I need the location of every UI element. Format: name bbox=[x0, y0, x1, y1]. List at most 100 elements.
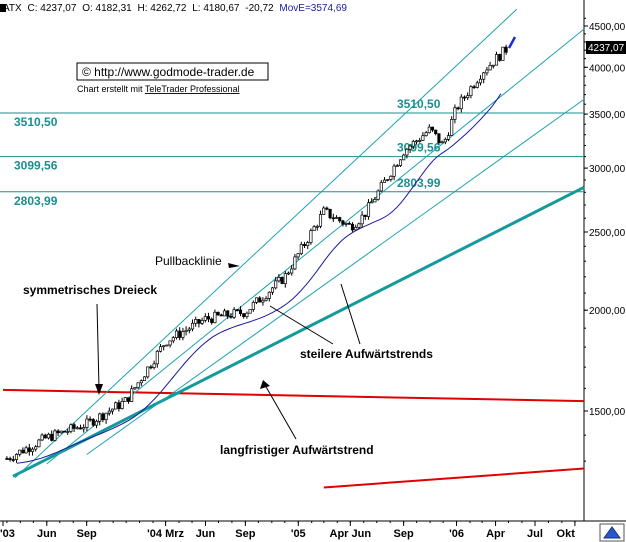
candle-body bbox=[66, 431, 70, 433]
chart-tool-icon[interactable] bbox=[599, 523, 625, 542]
candle-body bbox=[354, 226, 358, 231]
candle-body bbox=[440, 141, 444, 144]
header-change: -20,72 bbox=[245, 3, 274, 14]
candle-body bbox=[50, 433, 54, 441]
annotation-triangle: symmetrisches Dreieck bbox=[23, 283, 157, 297]
candle-body bbox=[459, 96, 463, 110]
y-tick-label: 3500,00 bbox=[589, 110, 626, 121]
candle-body bbox=[136, 382, 140, 388]
y-tick-label: 2500,00 bbox=[589, 228, 626, 239]
candle-body bbox=[414, 140, 419, 143]
long-term-uptrend-line bbox=[12, 185, 585, 478]
candle-body bbox=[504, 46, 508, 53]
candle-body bbox=[258, 297, 262, 303]
candle-body bbox=[254, 297, 259, 303]
header-moving-average: MovE=3574,69 bbox=[279, 3, 347, 14]
candle-body bbox=[296, 253, 300, 258]
candle-body bbox=[264, 298, 268, 301]
candle-body bbox=[382, 179, 387, 183]
candles bbox=[5, 36, 517, 463]
candle-body bbox=[184, 329, 188, 333]
y-tick-label: 1500,00 bbox=[589, 407, 626, 418]
candle-body bbox=[475, 82, 479, 88]
candle-body bbox=[389, 175, 393, 180]
x-tick-label: Sep bbox=[235, 528, 255, 540]
candle-body bbox=[120, 401, 124, 409]
candle-body bbox=[334, 217, 339, 219]
candle-body bbox=[8, 458, 12, 460]
header-instrument: ATX bbox=[3, 3, 22, 14]
candle-body bbox=[190, 322, 195, 330]
long-trend-arrow-icon bbox=[260, 380, 270, 389]
candle-body bbox=[338, 217, 342, 222]
candle-body bbox=[11, 459, 15, 461]
candle-body bbox=[344, 222, 348, 225]
candle-body bbox=[318, 214, 323, 227]
candle-body bbox=[146, 366, 150, 378]
steep-uptrend-line-1 bbox=[14, 8, 518, 479]
candle-body bbox=[395, 165, 399, 167]
header-high: H: 4262,72 bbox=[137, 3, 186, 14]
candle-body bbox=[325, 207, 329, 210]
candle-body bbox=[290, 268, 294, 274]
candle-body bbox=[197, 319, 201, 324]
candle-body bbox=[206, 316, 211, 320]
candle-body bbox=[418, 140, 422, 142]
candle-body bbox=[494, 54, 499, 66]
candle-body bbox=[222, 310, 227, 317]
candle-body bbox=[434, 129, 438, 135]
candle-body bbox=[398, 159, 403, 166]
candle-body bbox=[162, 345, 166, 348]
steep-arrow-shaft-1 bbox=[269, 305, 334, 345]
y-tick-label: 4000,00 bbox=[589, 63, 626, 74]
x-tick-label: '06 bbox=[449, 528, 464, 540]
x-tick-label: Sep bbox=[77, 528, 97, 540]
x-tick-label: Apr bbox=[486, 528, 506, 540]
candle-body bbox=[219, 314, 223, 317]
candle-body bbox=[200, 320, 204, 324]
watermark-credit: Chart erstellt mit TeleTrader Profession… bbox=[77, 84, 240, 94]
candle-body bbox=[306, 242, 310, 246]
candle-body bbox=[110, 408, 115, 412]
candle-body bbox=[293, 256, 297, 270]
candle-body bbox=[155, 350, 159, 365]
last-price-label: 4237,07 bbox=[588, 43, 625, 54]
x-tick-label: '05 bbox=[291, 528, 306, 540]
candle-body bbox=[216, 311, 220, 316]
candle-body bbox=[363, 214, 367, 217]
y-tick-label: 3000,00 bbox=[589, 164, 626, 175]
candle-body bbox=[24, 447, 28, 454]
candle-body bbox=[78, 427, 83, 430]
candle-body bbox=[27, 447, 31, 452]
candle-body bbox=[30, 448, 35, 452]
candle-body bbox=[453, 107, 457, 120]
watermark-credit-link: TeleTrader Professional bbox=[145, 84, 240, 94]
steep-uptrend-line-2 bbox=[46, 28, 585, 465]
candle-body bbox=[72, 424, 76, 429]
candle-body bbox=[478, 78, 483, 84]
candle-body bbox=[181, 331, 185, 338]
moving-average-line bbox=[16, 93, 502, 464]
candle-body bbox=[357, 223, 361, 228]
x-tick-label: Apr Jun bbox=[330, 528, 372, 540]
candle-body bbox=[75, 427, 79, 430]
candle-body bbox=[14, 454, 19, 460]
candle-body bbox=[88, 418, 92, 421]
candle-body bbox=[203, 316, 207, 321]
candle-body bbox=[114, 402, 118, 410]
candle-body bbox=[139, 380, 143, 384]
moving-average bbox=[16, 93, 502, 464]
candle-body bbox=[498, 54, 502, 61]
candle-body bbox=[309, 230, 313, 243]
candle-body bbox=[376, 190, 380, 200]
candle-body bbox=[82, 427, 86, 430]
support-label-left: 3099,56 bbox=[14, 159, 58, 173]
candle-body bbox=[286, 272, 291, 275]
candle-body bbox=[107, 410, 111, 414]
candle-body bbox=[437, 133, 441, 143]
candle-body bbox=[226, 310, 230, 317]
candle-body bbox=[245, 312, 249, 317]
x-tick-label: Sep bbox=[394, 528, 414, 540]
candle-body bbox=[411, 140, 415, 147]
candle-body bbox=[261, 299, 265, 303]
